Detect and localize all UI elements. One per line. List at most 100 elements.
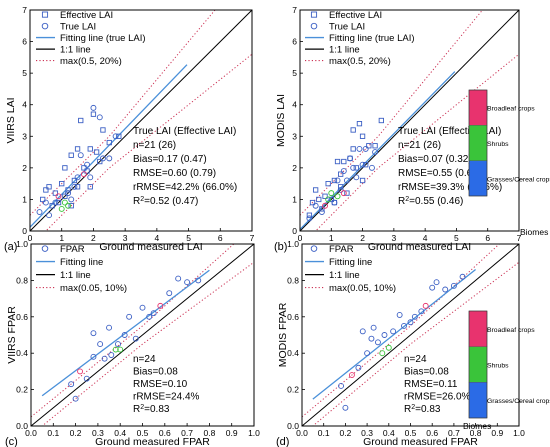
circle-point	[166, 290, 173, 297]
stat-line: n=21 (26)	[398, 140, 441, 151]
stat-line: Bias=0.17 (0.47)	[133, 154, 207, 165]
y-tick-label: 1.0	[16, 239, 28, 249]
circle-point	[347, 155, 354, 162]
y-tick-label: 3	[22, 131, 27, 141]
circle-point	[385, 344, 392, 351]
square-point	[359, 177, 366, 184]
circle-point	[337, 187, 344, 193]
circle-point	[306, 215, 313, 222]
circle-point	[74, 174, 81, 181]
circle-point	[362, 145, 369, 152]
square-point	[312, 187, 319, 193]
legend-item: FPAR	[310, 244, 354, 255]
x-tick-label: 4	[423, 233, 428, 243]
square-point	[74, 146, 81, 152]
legend-label: Fitting line (true LAI)	[329, 33, 415, 44]
stat-line: Bias=0.07 (0.32)	[398, 154, 472, 165]
x-tick-label: 0.4	[114, 428, 126, 438]
stat-line: n=21 (26)	[133, 140, 176, 151]
legend-item: 1:1 line	[305, 45, 360, 56]
circle-point	[418, 308, 425, 315]
legend-item: Fitting line (true LAI)	[36, 33, 146, 44]
y-tick-label: 4	[292, 100, 297, 110]
circle-point	[450, 282, 457, 289]
biome-colorbar-frame	[468, 89, 488, 197]
circle-point	[370, 324, 377, 331]
square-point	[378, 117, 384, 124]
legend-circle-icon	[41, 22, 49, 30]
circle-point	[318, 209, 325, 216]
stat-line: n=24	[133, 354, 156, 365]
circle-point	[77, 368, 84, 375]
square-point	[74, 184, 81, 190]
circle-point	[429, 284, 436, 291]
x-tick-label: 0.0	[25, 428, 37, 438]
x-tick-label: 3	[391, 233, 396, 243]
circle-point	[115, 341, 121, 348]
one-to-one-line	[302, 244, 519, 426]
x-tick-label: 1.0	[513, 428, 525, 438]
y-tick-label: 0.4	[287, 348, 299, 358]
y-tick-label: 6	[22, 37, 27, 47]
circle-point	[322, 202, 328, 209]
y-axis-label: MODIS FPAR	[277, 302, 289, 367]
square-point	[353, 165, 359, 171]
y-tick-label: 6	[292, 37, 297, 47]
circle-point	[338, 383, 345, 389]
x-tick-label: 7	[250, 233, 255, 243]
legend-label: FPAR	[60, 244, 85, 255]
stat-line: RMSE=0.10	[133, 379, 188, 390]
circle-point	[334, 193, 341, 200]
y-tick-label: 0	[22, 226, 27, 236]
legend-circle-icon	[41, 245, 49, 252]
x-tick-label: 0.2	[339, 428, 351, 438]
y-tick-label: 2	[292, 163, 297, 173]
circle-point	[350, 164, 357, 171]
circle-point	[411, 313, 418, 320]
square-point	[87, 184, 93, 190]
circle-point	[372, 149, 379, 156]
legend-square-icon	[41, 11, 49, 18]
circle-point	[334, 177, 341, 184]
stat-line: Bias=0.08	[133, 367, 178, 378]
circle-point	[379, 350, 386, 357]
lower-bound-line	[312, 261, 519, 426]
legend-label: Effective LAI	[329, 10, 382, 21]
plot-frame	[29, 9, 253, 232]
legend-item: max(0.5, 20%)	[36, 56, 122, 67]
circle-point	[46, 212, 52, 219]
circle-point	[369, 164, 375, 171]
biome-swatch	[468, 125, 488, 161]
circle-point	[58, 205, 65, 212]
circle-point	[368, 335, 375, 342]
biome-legend-title: Biomes	[463, 421, 491, 431]
biome-colorbar: Broadleaf crops Shrubs Grasses/Cereal crop…	[468, 89, 550, 197]
circle-point	[139, 304, 146, 311]
circle-point	[97, 341, 104, 348]
square-point	[90, 111, 97, 117]
upper-bound-line	[31, 244, 235, 418]
circle-point	[343, 177, 350, 184]
circle-point	[359, 328, 366, 335]
square-point	[341, 158, 347, 165]
square-point	[316, 196, 322, 203]
x-tick-label: 2	[360, 233, 365, 243]
legend-label: max(0.5, 20%)	[60, 56, 122, 67]
square-point	[87, 146, 93, 152]
y-axis-label: VIIRS LAI	[5, 97, 17, 143]
y-tick-label: 4	[22, 100, 27, 110]
legend-item: max(0.5, 20%)	[305, 56, 391, 67]
x-tick-label: 0.3	[361, 428, 373, 438]
y-tick-label: 0	[292, 226, 297, 236]
x-axis-label: Ground measured FPAR	[363, 436, 478, 447]
x-tick-label: 1	[329, 233, 334, 243]
panel-d: 0.0 0.1 0.2 0.3 0.4 0.5 0.6 0.7 0.8 0.9 1.0 0.0 0.2 0…	[276, 239, 525, 447]
legend-label: Fitting line (true LAI)	[60, 33, 146, 44]
circle-point	[112, 133, 119, 140]
stat-line: R2=0.83	[133, 404, 170, 416]
fitting-line	[312, 268, 477, 400]
biome-swatch	[468, 382, 488, 419]
plot-area	[300, 10, 519, 231]
circle-point	[157, 302, 164, 309]
